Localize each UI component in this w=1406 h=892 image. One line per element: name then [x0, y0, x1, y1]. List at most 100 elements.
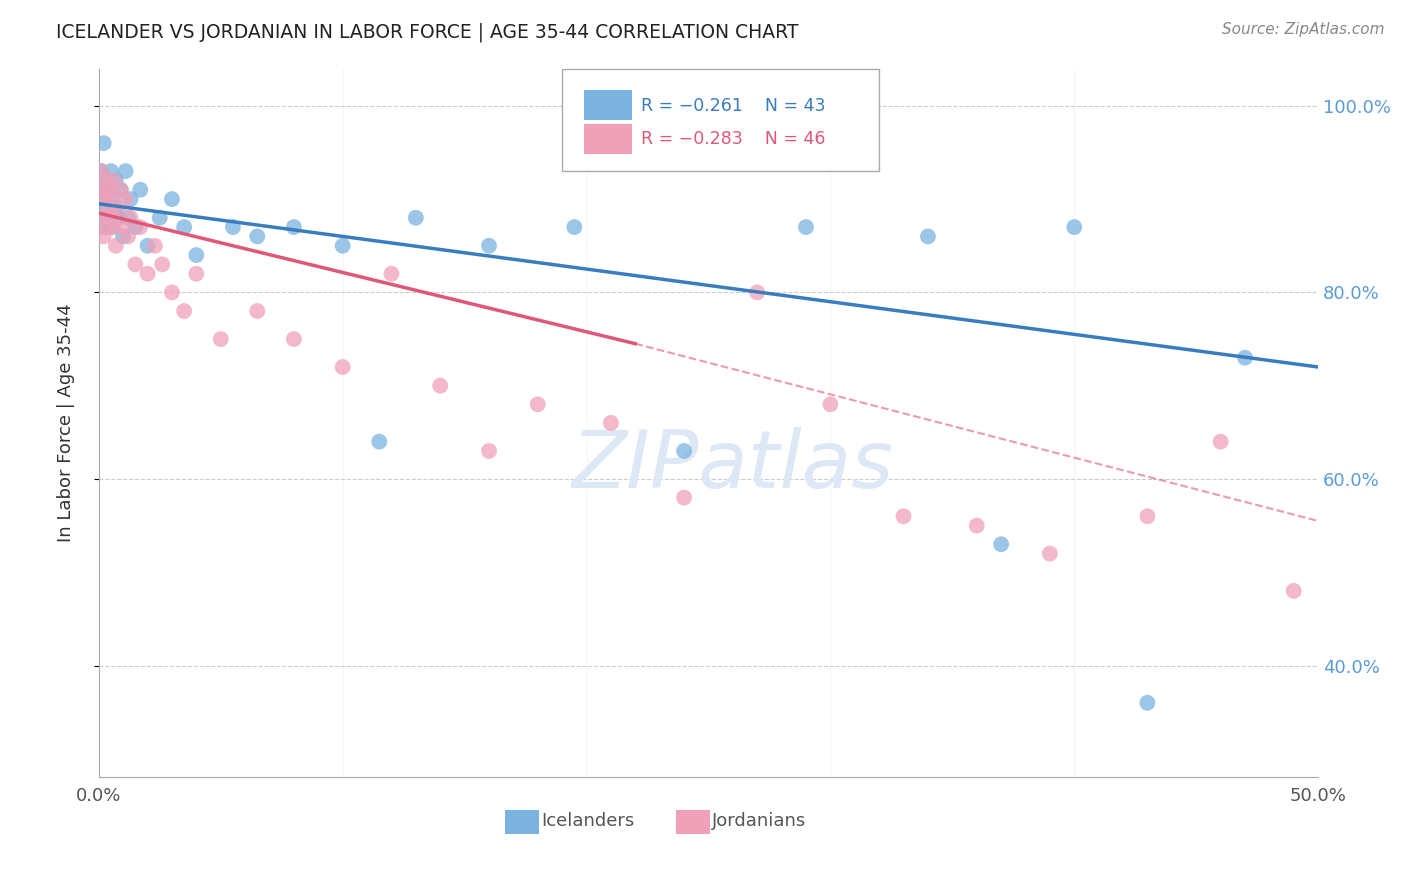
Point: [90, 164, 112, 178]
Point: [526, 397, 548, 411]
Point: [103, 173, 125, 187]
Point: [90, 192, 112, 206]
Point: [794, 220, 817, 235]
Text: ICELANDER VS JORDANIAN IN LABOR FORCE | AGE 35-44 CORRELATION CHART: ICELANDER VS JORDANIAN IN LABOR FORCE | …: [56, 22, 799, 42]
FancyBboxPatch shape: [583, 124, 631, 153]
Point: [966, 518, 988, 533]
Point: [747, 285, 769, 300]
Point: [90, 164, 112, 178]
Point: [104, 202, 127, 216]
Point: [673, 444, 696, 458]
Point: [90, 211, 112, 225]
Point: [1136, 509, 1159, 524]
Point: [117, 211, 139, 225]
Point: [100, 220, 122, 235]
Point: [97, 183, 120, 197]
Point: [129, 220, 152, 235]
Point: [368, 434, 391, 449]
Point: [104, 173, 127, 187]
Point: [160, 192, 183, 206]
Point: [1209, 434, 1232, 449]
Text: Source: ZipAtlas.com: Source: ZipAtlas.com: [1222, 22, 1385, 37]
Point: [990, 537, 1012, 551]
Point: [283, 220, 305, 235]
Text: ZIPatlas: ZIPatlas: [572, 426, 894, 505]
Point: [114, 192, 136, 206]
Point: [478, 444, 501, 458]
Point: [94, 220, 117, 235]
Point: [124, 220, 146, 235]
Point: [332, 359, 354, 374]
Point: [143, 239, 166, 253]
Point: [100, 164, 122, 178]
Point: [93, 136, 115, 150]
Point: [222, 220, 245, 235]
Point: [103, 220, 125, 235]
Point: [100, 211, 122, 225]
Point: [100, 192, 122, 206]
Point: [94, 173, 117, 187]
Point: [97, 211, 120, 225]
Point: [332, 239, 354, 253]
Text: Jordanians: Jordanians: [711, 813, 807, 830]
Point: [97, 202, 120, 216]
Point: [107, 211, 129, 225]
Point: [136, 239, 159, 253]
Point: [209, 332, 232, 346]
Text: Icelanders: Icelanders: [541, 813, 634, 830]
Point: [186, 267, 208, 281]
Point: [107, 202, 129, 216]
Point: [114, 164, 136, 178]
Point: [90, 183, 112, 197]
Point: [149, 211, 172, 225]
Point: [136, 267, 159, 281]
Point: [405, 211, 427, 225]
Point: [673, 491, 696, 505]
Point: [94, 202, 117, 216]
Point: [1136, 696, 1159, 710]
Point: [173, 304, 195, 318]
Y-axis label: In Labor Force | Age 35-44: In Labor Force | Age 35-44: [58, 303, 75, 542]
Point: [562, 220, 585, 235]
Point: [94, 173, 117, 187]
Text: R = −0.283    N = 46: R = −0.283 N = 46: [641, 130, 825, 148]
Point: [173, 220, 195, 235]
Point: [120, 211, 142, 225]
Point: [1063, 220, 1085, 235]
Point: [112, 229, 135, 244]
Text: R = −0.261    N = 43: R = −0.261 N = 43: [641, 97, 825, 115]
Point: [917, 229, 939, 244]
Point: [600, 416, 623, 430]
Point: [186, 248, 208, 262]
Point: [1039, 547, 1062, 561]
Point: [893, 509, 915, 524]
Point: [246, 304, 269, 318]
Point: [478, 239, 501, 253]
Point: [283, 332, 305, 346]
Point: [104, 239, 127, 253]
Point: [93, 192, 115, 206]
Point: [129, 183, 152, 197]
Point: [380, 267, 402, 281]
Point: [110, 183, 132, 197]
Point: [110, 183, 132, 197]
Point: [90, 211, 112, 225]
Point: [1282, 583, 1305, 598]
FancyBboxPatch shape: [583, 90, 631, 120]
Point: [117, 229, 139, 244]
Point: [150, 257, 173, 271]
FancyBboxPatch shape: [562, 69, 879, 171]
Point: [820, 397, 842, 411]
FancyBboxPatch shape: [675, 810, 710, 834]
FancyBboxPatch shape: [505, 810, 538, 834]
Point: [246, 229, 269, 244]
Point: [1233, 351, 1256, 365]
Point: [93, 229, 115, 244]
Point: [93, 183, 115, 197]
Point: [112, 220, 135, 235]
Point: [97, 183, 120, 197]
Point: [124, 257, 146, 271]
Point: [93, 220, 115, 235]
Point: [103, 192, 125, 206]
Point: [160, 285, 183, 300]
